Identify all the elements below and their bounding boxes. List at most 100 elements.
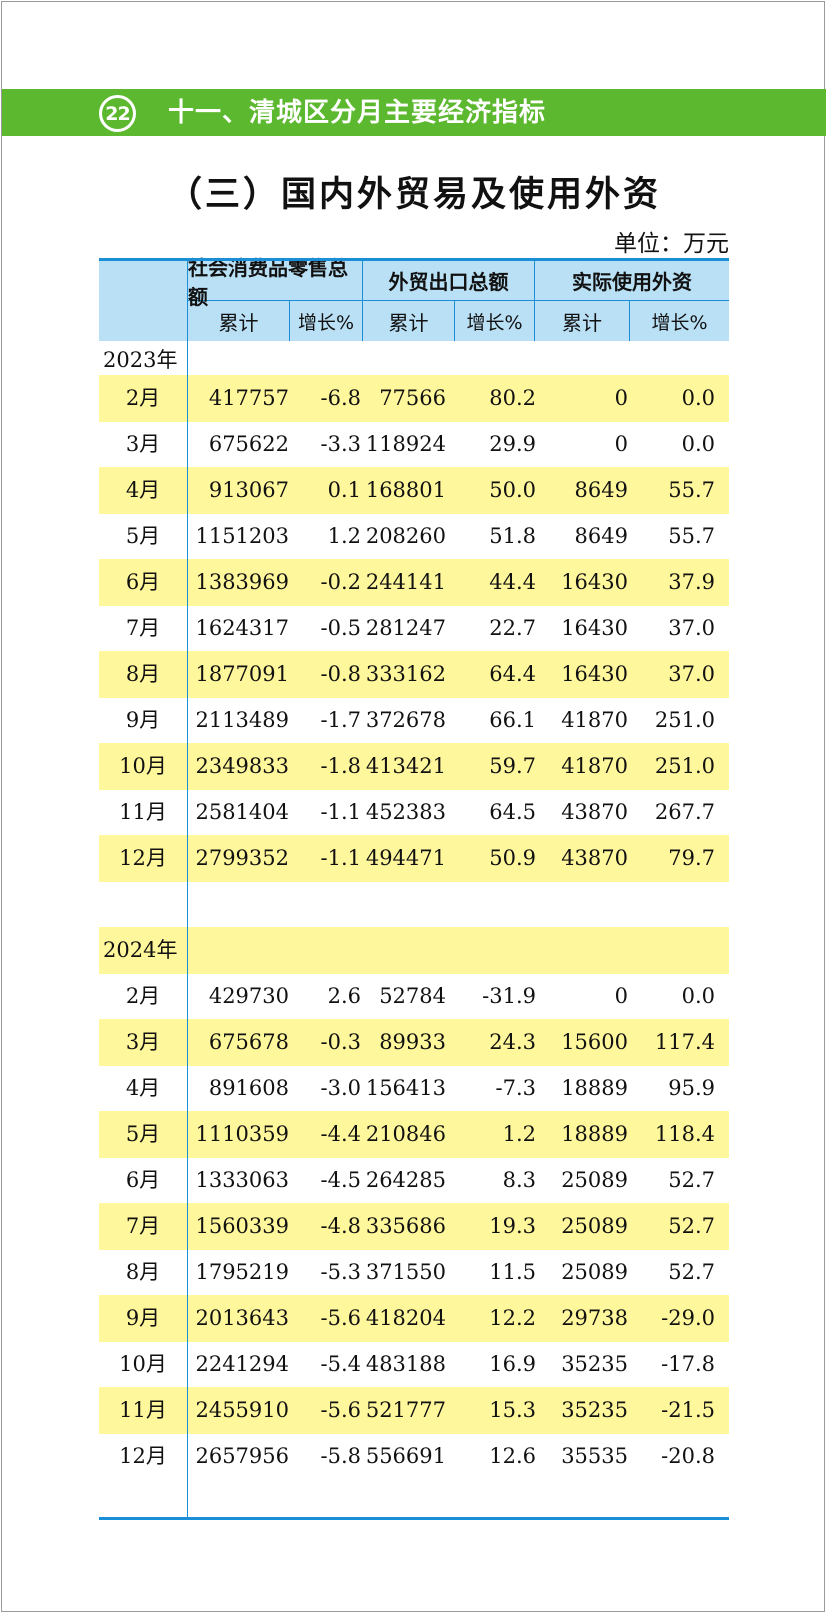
header-export-growth: 增长% xyxy=(454,301,534,341)
fdi-growth: 118.4 xyxy=(654,1122,715,1146)
retail-cumulative: 675622 xyxy=(208,432,289,456)
fdi-growth: 0.0 xyxy=(681,432,715,456)
fdi-cumulative: 41870 xyxy=(561,754,628,778)
export-cumulative: 89933 xyxy=(379,1030,446,1054)
month-label: 10月 xyxy=(119,754,167,778)
retail-cumulative: 1110359 xyxy=(195,1122,289,1146)
fdi-cumulative: 0 xyxy=(614,432,628,456)
year-row: 2024年 xyxy=(99,927,729,974)
table-header: 社会消费品零售总额 外贸出口总额 实际使用外资 累计 增长% 累计 增长% 累计… xyxy=(99,256,729,341)
fdi-cumulative: 43870 xyxy=(561,846,628,870)
export-cumulative: 210846 xyxy=(365,1122,446,1146)
section-title: 十一、清城区分月主要经济指标 xyxy=(168,98,547,128)
table-row: 8月 1795219 -5.3 371550 11.5 25089 52.7 xyxy=(99,1249,729,1296)
month-label: 11月 xyxy=(119,800,167,824)
fdi-cumulative: 8649 xyxy=(574,478,628,502)
retail-growth: -4.4 xyxy=(320,1122,362,1146)
fdi-cumulative: 35535 xyxy=(561,1444,628,1468)
header-group-fdi: 实际使用外资 xyxy=(534,261,729,301)
fdi-cumulative: 15600 xyxy=(561,1030,628,1054)
fdi-cumulative: 16430 xyxy=(561,616,628,640)
table-row: 9月 2013643 -5.6 418204 12.2 29738 -29.0 xyxy=(99,1295,729,1342)
fdi-growth: 95.9 xyxy=(668,1076,715,1100)
table-row: 7月 1624317 -0.5 281247 22.7 16430 37.0 xyxy=(99,605,729,652)
export-growth: 15.3 xyxy=(489,1398,536,1422)
export-cumulative: 371550 xyxy=(365,1260,446,1284)
month-label: 4月 xyxy=(125,1076,161,1100)
table-row: 11月 2581404 -1.1 452383 64.5 43870 267.7 xyxy=(99,789,729,836)
fdi-cumulative: 25089 xyxy=(561,1260,628,1284)
export-cumulative: 281247 xyxy=(365,616,446,640)
retail-growth: 2.6 xyxy=(327,984,361,1008)
month-label: 12月 xyxy=(119,846,167,870)
retail-growth: -3.0 xyxy=(320,1076,362,1100)
retail-growth: -3.3 xyxy=(320,432,362,456)
fdi-cumulative: 29738 xyxy=(561,1306,628,1330)
month-label: 4月 xyxy=(125,478,161,502)
retail-growth: -0.3 xyxy=(320,1030,362,1054)
month-label: 9月 xyxy=(125,708,161,732)
retail-growth: -1.1 xyxy=(320,846,362,870)
export-cumulative: 483188 xyxy=(365,1352,446,1376)
fdi-growth: 0.0 xyxy=(681,386,715,410)
fdi-growth: 55.7 xyxy=(668,478,715,502)
table-row: 5月 1151203 1.2 208260 51.8 8649 55.7 xyxy=(99,513,729,560)
year-label: 2023年 xyxy=(103,348,178,372)
export-cumulative: 244141 xyxy=(365,570,446,594)
retail-cumulative: 891608 xyxy=(208,1076,289,1100)
month-label: 11月 xyxy=(119,1398,167,1422)
export-growth: 24.3 xyxy=(489,1030,536,1054)
table-row: 2月 417757 -6.8 77566 80.2 0 0.0 xyxy=(99,375,729,422)
retail-cumulative: 2657956 xyxy=(195,1444,289,1468)
fdi-growth: -29.0 xyxy=(661,1306,715,1330)
fdi-cumulative: 0 xyxy=(614,984,628,1008)
retail-cumulative: 1383969 xyxy=(195,570,289,594)
export-growth: 80.2 xyxy=(489,386,536,410)
export-growth: 8.3 xyxy=(502,1168,536,1192)
retail-cumulative: 2349833 xyxy=(195,754,289,778)
table-row: 11月 2455910 -5.6 521777 15.3 35235 -21.5 xyxy=(99,1387,729,1434)
fdi-growth: 55.7 xyxy=(668,524,715,548)
export-cumulative: 77566 xyxy=(379,386,446,410)
export-growth: 50.9 xyxy=(489,846,536,870)
retail-cumulative: 2013643 xyxy=(195,1306,289,1330)
month-label: 5月 xyxy=(125,1122,161,1146)
retail-cumulative: 429730 xyxy=(208,984,289,1008)
export-cumulative: 521777 xyxy=(365,1398,446,1422)
export-growth: 29.9 xyxy=(489,432,536,456)
table-row: 4月 913067 0.1 168801 50.0 8649 55.7 xyxy=(99,467,729,514)
table-row: 12月 2799352 -1.1 494471 50.9 43870 79.7 xyxy=(99,835,729,882)
export-cumulative: 372678 xyxy=(365,708,446,732)
fdi-growth: 37.0 xyxy=(668,616,715,640)
export-growth: 12.2 xyxy=(489,1306,536,1330)
export-growth: 44.4 xyxy=(489,570,536,594)
export-cumulative: 168801 xyxy=(365,478,446,502)
retail-cumulative: 1877091 xyxy=(195,662,289,686)
fdi-growth: 79.7 xyxy=(668,846,715,870)
fdi-growth: -21.5 xyxy=(661,1398,715,1422)
export-growth: 12.6 xyxy=(489,1444,536,1468)
retail-cumulative: 1795219 xyxy=(195,1260,289,1284)
fdi-cumulative: 18889 xyxy=(561,1076,628,1100)
table-top-rule xyxy=(99,258,729,261)
fdi-growth: 52.7 xyxy=(668,1168,715,1192)
table-row: 7月 1560339 -4.8 335686 19.3 25089 52.7 xyxy=(99,1203,729,1250)
retail-cumulative: 1333063 xyxy=(195,1168,289,1192)
section-banner xyxy=(2,89,826,136)
retail-cumulative: 1151203 xyxy=(195,524,289,548)
retail-cumulative: 1624317 xyxy=(195,616,289,640)
table-row: 6月 1383969 -0.2 244141 44.4 16430 37.9 xyxy=(99,559,729,606)
export-growth: 59.7 xyxy=(489,754,536,778)
export-cumulative: 452383 xyxy=(365,800,446,824)
header-fdi-cumulative: 累计 xyxy=(534,301,629,341)
fdi-cumulative: 35235 xyxy=(561,1398,628,1422)
table-bottom-rule xyxy=(99,1517,729,1520)
retail-growth: -1.8 xyxy=(320,754,362,778)
fdi-cumulative: 0 xyxy=(614,386,628,410)
fdi-cumulative: 41870 xyxy=(561,708,628,732)
export-growth: 22.7 xyxy=(489,616,536,640)
export-growth: 1.2 xyxy=(502,1122,536,1146)
retail-cumulative: 2113489 xyxy=(195,708,289,732)
month-label: 2月 xyxy=(125,386,161,410)
